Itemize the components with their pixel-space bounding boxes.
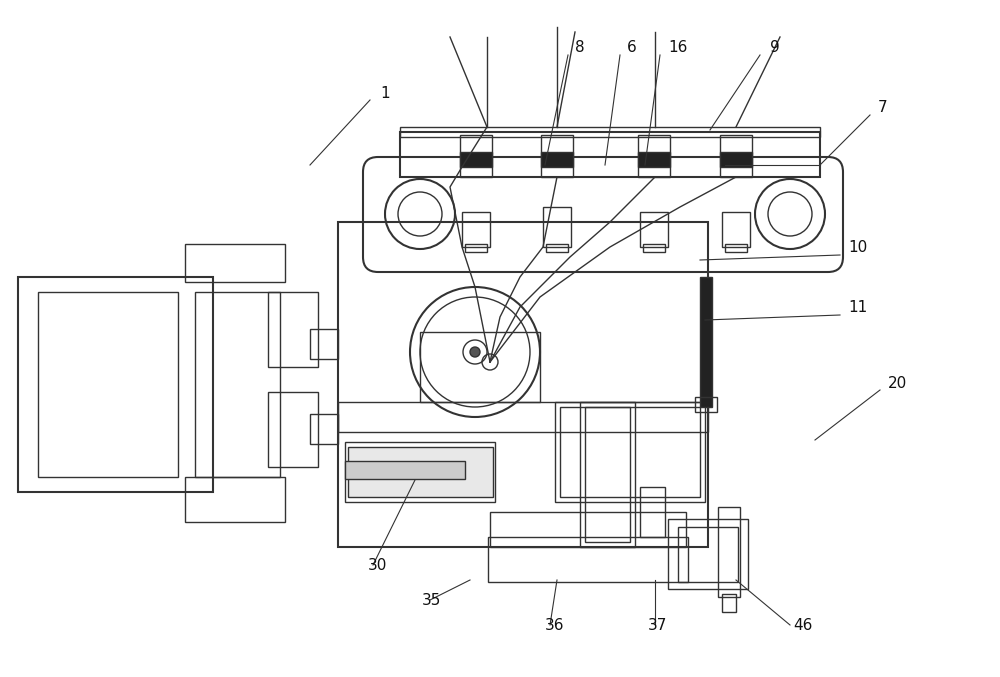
- Text: 9: 9: [770, 40, 780, 55]
- Bar: [490, 512, 686, 547]
- Bar: [38, 292, 178, 477]
- Bar: [18, 277, 213, 492]
- Bar: [420, 332, 540, 402]
- Bar: [700, 277, 712, 407]
- Bar: [585, 407, 630, 542]
- Bar: [718, 507, 740, 597]
- Bar: [462, 212, 490, 247]
- Text: 46: 46: [793, 618, 812, 633]
- Bar: [668, 519, 748, 589]
- Bar: [268, 392, 318, 467]
- Bar: [722, 594, 736, 612]
- Bar: [720, 152, 752, 167]
- Text: 8: 8: [575, 40, 585, 55]
- Text: 11: 11: [848, 300, 867, 315]
- Bar: [643, 244, 665, 252]
- Bar: [195, 292, 280, 477]
- Bar: [638, 152, 670, 167]
- Bar: [541, 135, 573, 177]
- Bar: [310, 414, 338, 444]
- Bar: [338, 222, 708, 547]
- Bar: [541, 152, 573, 167]
- Text: 36: 36: [545, 618, 564, 633]
- Bar: [400, 127, 820, 137]
- Bar: [310, 329, 338, 359]
- Bar: [345, 442, 495, 502]
- Bar: [465, 244, 487, 252]
- Bar: [546, 244, 568, 252]
- Text: 1: 1: [380, 86, 390, 101]
- Bar: [638, 135, 670, 177]
- Text: 37: 37: [648, 618, 667, 633]
- Circle shape: [470, 347, 480, 357]
- Bar: [543, 207, 571, 247]
- Bar: [678, 527, 738, 582]
- Bar: [580, 402, 635, 547]
- Bar: [400, 132, 820, 177]
- Bar: [725, 244, 747, 252]
- Text: 30: 30: [368, 558, 387, 573]
- Bar: [460, 135, 492, 177]
- Bar: [345, 461, 465, 479]
- Bar: [185, 477, 285, 522]
- Text: 6: 6: [627, 40, 637, 55]
- Bar: [338, 402, 708, 432]
- Bar: [720, 135, 752, 177]
- Bar: [722, 212, 750, 247]
- Bar: [268, 292, 318, 367]
- Bar: [640, 212, 668, 247]
- Bar: [555, 402, 705, 502]
- Bar: [488, 537, 688, 582]
- Text: 16: 16: [668, 40, 687, 55]
- Bar: [640, 487, 665, 537]
- Bar: [695, 397, 717, 412]
- Bar: [348, 447, 493, 497]
- Text: 7: 7: [878, 100, 888, 115]
- Text: 10: 10: [848, 240, 867, 255]
- Bar: [560, 407, 700, 497]
- Text: 20: 20: [888, 376, 907, 391]
- Bar: [460, 152, 492, 167]
- Bar: [185, 244, 285, 282]
- Text: 35: 35: [422, 593, 441, 608]
